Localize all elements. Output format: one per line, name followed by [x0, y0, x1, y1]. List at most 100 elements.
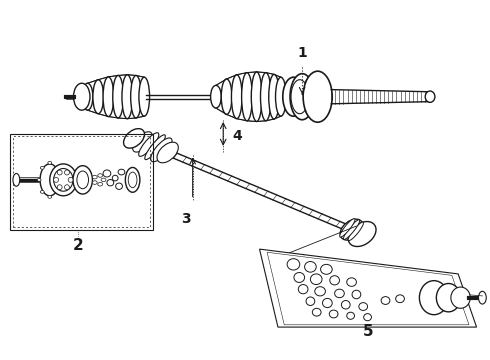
Ellipse shape	[306, 297, 315, 306]
Bar	[10, 134, 153, 230]
Ellipse shape	[101, 178, 106, 182]
Ellipse shape	[294, 273, 305, 283]
Ellipse shape	[74, 83, 90, 110]
Ellipse shape	[157, 142, 178, 163]
Ellipse shape	[98, 174, 102, 177]
Ellipse shape	[312, 308, 321, 316]
Ellipse shape	[315, 287, 325, 296]
Ellipse shape	[73, 166, 93, 194]
Ellipse shape	[40, 164, 59, 196]
Ellipse shape	[131, 76, 141, 118]
Text: 1: 1	[297, 46, 307, 60]
Bar	[13, 136, 150, 228]
Ellipse shape	[322, 298, 332, 307]
Ellipse shape	[303, 76, 320, 117]
Ellipse shape	[242, 73, 252, 121]
Ellipse shape	[348, 221, 376, 247]
Ellipse shape	[298, 284, 308, 294]
Ellipse shape	[347, 312, 354, 319]
Ellipse shape	[65, 185, 70, 190]
Ellipse shape	[283, 77, 304, 116]
Ellipse shape	[68, 177, 73, 182]
Polygon shape	[88, 75, 144, 119]
Ellipse shape	[352, 290, 361, 299]
Ellipse shape	[479, 291, 486, 304]
Ellipse shape	[113, 76, 123, 118]
Ellipse shape	[122, 75, 133, 119]
Ellipse shape	[57, 170, 62, 175]
Ellipse shape	[55, 166, 59, 169]
Ellipse shape	[291, 80, 309, 114]
Ellipse shape	[320, 264, 332, 274]
Ellipse shape	[107, 180, 114, 186]
Ellipse shape	[92, 175, 97, 179]
Ellipse shape	[343, 220, 360, 239]
Ellipse shape	[310, 274, 322, 284]
Ellipse shape	[82, 83, 93, 110]
Ellipse shape	[37, 179, 41, 181]
Ellipse shape	[128, 172, 137, 188]
Ellipse shape	[112, 175, 118, 181]
Ellipse shape	[329, 310, 338, 318]
Ellipse shape	[347, 278, 356, 286]
Ellipse shape	[48, 195, 52, 198]
Ellipse shape	[340, 219, 355, 237]
Ellipse shape	[340, 219, 363, 240]
Text: 2: 2	[73, 238, 83, 253]
Text: 4: 4	[232, 129, 242, 143]
Ellipse shape	[290, 74, 314, 120]
Ellipse shape	[425, 91, 435, 102]
Ellipse shape	[133, 132, 152, 152]
Ellipse shape	[364, 314, 371, 321]
Ellipse shape	[269, 75, 279, 119]
Text: 3: 3	[181, 212, 191, 226]
Ellipse shape	[103, 77, 114, 117]
Ellipse shape	[342, 301, 350, 309]
Ellipse shape	[251, 72, 262, 122]
Ellipse shape	[50, 164, 77, 196]
Ellipse shape	[139, 77, 149, 116]
Ellipse shape	[261, 73, 271, 121]
Polygon shape	[260, 249, 477, 327]
Ellipse shape	[53, 177, 58, 182]
Ellipse shape	[221, 79, 232, 114]
Ellipse shape	[40, 166, 44, 169]
Ellipse shape	[93, 80, 103, 114]
Ellipse shape	[395, 295, 404, 303]
Ellipse shape	[275, 77, 286, 116]
Ellipse shape	[381, 297, 390, 305]
Ellipse shape	[348, 222, 364, 241]
Ellipse shape	[330, 276, 340, 285]
Ellipse shape	[145, 135, 165, 159]
Ellipse shape	[139, 133, 159, 156]
Ellipse shape	[125, 167, 140, 192]
Ellipse shape	[92, 181, 97, 184]
Text: 5: 5	[363, 324, 374, 339]
Ellipse shape	[48, 161, 52, 164]
Ellipse shape	[287, 259, 300, 270]
Ellipse shape	[437, 283, 461, 312]
Ellipse shape	[335, 289, 344, 298]
Ellipse shape	[118, 169, 125, 175]
Ellipse shape	[303, 71, 332, 122]
Ellipse shape	[123, 129, 145, 148]
Ellipse shape	[58, 179, 62, 181]
Polygon shape	[216, 72, 281, 122]
Ellipse shape	[211, 85, 221, 108]
Ellipse shape	[419, 281, 448, 315]
Ellipse shape	[231, 75, 242, 119]
Ellipse shape	[53, 168, 73, 191]
Ellipse shape	[40, 190, 44, 193]
Polygon shape	[151, 144, 353, 232]
Ellipse shape	[451, 287, 470, 308]
Ellipse shape	[151, 138, 172, 162]
Ellipse shape	[305, 261, 316, 272]
Ellipse shape	[65, 170, 70, 175]
Ellipse shape	[55, 190, 59, 193]
Ellipse shape	[103, 170, 111, 177]
Ellipse shape	[57, 185, 62, 190]
Ellipse shape	[359, 303, 368, 310]
Ellipse shape	[98, 183, 102, 186]
Ellipse shape	[77, 171, 89, 189]
Ellipse shape	[116, 183, 122, 189]
